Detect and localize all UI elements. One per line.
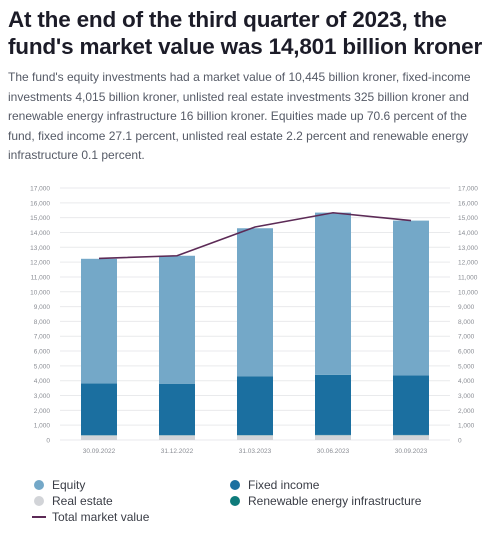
legend-renewable-label: Renewable energy infrastructure: [248, 494, 422, 508]
y-tick-label-right: 12,000: [458, 260, 478, 267]
legend-renewable: Renewable energy infrastructure: [230, 494, 421, 508]
y-tick-label-right: 15,000: [458, 215, 478, 222]
bar-fixed-income: [393, 375, 429, 435]
y-tick-label-left: 13,000: [30, 245, 50, 252]
bar-equity: [315, 212, 351, 375]
x-tick-label: 30.06.2023: [317, 448, 350, 455]
y-tick-label-right: 16,000: [458, 200, 478, 207]
y-tick-label-right: 17,000: [458, 186, 478, 193]
bar-fixed-income: [237, 376, 273, 436]
y-axis-right: 0 1,000 2,000 3,000 4,000 5,000 6,000 7,000 8,00…: [458, 186, 478, 445]
legend-equity: Equity: [34, 478, 85, 492]
bar-equity: [237, 228, 273, 377]
y-tick-label-left: 7,000: [34, 334, 51, 341]
bar-real-estate: [315, 435, 351, 440]
total-market-value-line: [98, 211, 412, 260]
bar-real-estate: [393, 435, 429, 440]
bar-real-estate: [159, 435, 195, 440]
x-tick-label: 30.09.2022: [83, 448, 116, 455]
chart-title: At the end of the third quarter of 2023,…: [8, 7, 483, 59]
legend-fixed-income-label: Fixed income: [248, 478, 320, 492]
bars: [81, 212, 429, 440]
y-tick-label-left: 14,000: [30, 230, 50, 237]
legend-real-estate-label: Real estate: [52, 494, 113, 508]
equity-swatch: [34, 480, 44, 490]
y-tick-label-right: 8,000: [458, 319, 475, 326]
y-tick-label-right: 7,000: [458, 334, 475, 341]
legend-real-estate: Real estate: [34, 494, 113, 508]
y-tick-label-right: 1,000: [458, 423, 475, 430]
real-estate-swatch: [34, 496, 44, 506]
y-tick-label-left: 3,000: [34, 393, 51, 400]
y-tick-label-right: 6,000: [458, 349, 475, 356]
bar-fixed-income: [159, 383, 195, 436]
y-tick-label-left: 12,000: [30, 260, 50, 267]
x-tick-label: 31.03.2023: [239, 448, 272, 455]
y-tick-label-right: 4,000: [458, 378, 475, 385]
y-tick-label-right: 5,000: [458, 363, 475, 370]
x-tick-label: 31.12.2022: [161, 448, 194, 455]
y-tick-label-left: 10,000: [30, 289, 50, 296]
y-tick-label-right: 11,000: [458, 274, 478, 281]
bar-fixed-income: [81, 383, 117, 436]
y-axis-left: 0 1,000 2,000 3,000 4,000 5,000 6,000 7,000 8,00…: [30, 186, 50, 445]
y-tick-label-right: 9,000: [458, 304, 475, 311]
y-tick-label-left: 1,000: [34, 423, 51, 430]
total-line: [98, 211, 412, 260]
legend-fixed-income: Fixed income: [230, 478, 319, 492]
legend-equity-label: Equity: [52, 478, 86, 492]
bar-equity: [159, 255, 195, 384]
bar-real-estate: [81, 435, 117, 440]
y-tick-label-left: 4,000: [34, 378, 51, 385]
y-tick-label-left: 11,000: [31, 274, 51, 281]
y-tick-label-left: 9,000: [34, 304, 51, 311]
y-tick-label-left: 6,000: [34, 349, 51, 356]
y-tick-label-left: 15,000: [30, 215, 50, 222]
total-swatch: [32, 516, 46, 518]
y-tick-label-right: 3,000: [458, 393, 475, 400]
chart-description: The fund's equity investments had a mark…: [8, 70, 471, 162]
x-tick-label: 30.09.2023: [395, 448, 428, 455]
bar-equity: [81, 258, 117, 384]
y-tick-label-right: 0: [458, 438, 462, 445]
fixed-income-swatch: [230, 480, 240, 490]
bar-fixed-income: [315, 374, 351, 435]
bar-equity: [393, 220, 429, 376]
y-tick-label-right: 10,000: [458, 289, 478, 296]
y-tick-label-left: 2,000: [34, 408, 51, 415]
y-tick-label-left: 16,000: [30, 200, 50, 207]
bar-real-estate: [237, 435, 273, 440]
legend-total-label: Total market value: [52, 510, 150, 524]
y-tick-label-right: 2,000: [458, 408, 475, 415]
y-tick-label-left: 8,000: [34, 319, 51, 326]
y-tick-label-left: 0: [46, 438, 50, 445]
stacked-bar-chart: 0 1,000 2,000 3,000 4,000 5,000 6,000 7,000 8,00…: [30, 186, 478, 456]
x-axis: 30.09.2022 31.12.2022 31.03.2023 30.06.2023…: [83, 448, 428, 455]
legend-total: Total market value: [32, 510, 149, 524]
y-tick-label-left: 17,000: [30, 186, 50, 193]
chart-legend: Equity Real estate Total market value Fi…: [0, 474, 500, 544]
y-tick-label-right: 13,000: [458, 245, 478, 252]
y-tick-label-right: 14,000: [458, 230, 478, 237]
renewable-swatch: [230, 496, 240, 506]
y-tick-label-left: 5,000: [34, 363, 51, 370]
